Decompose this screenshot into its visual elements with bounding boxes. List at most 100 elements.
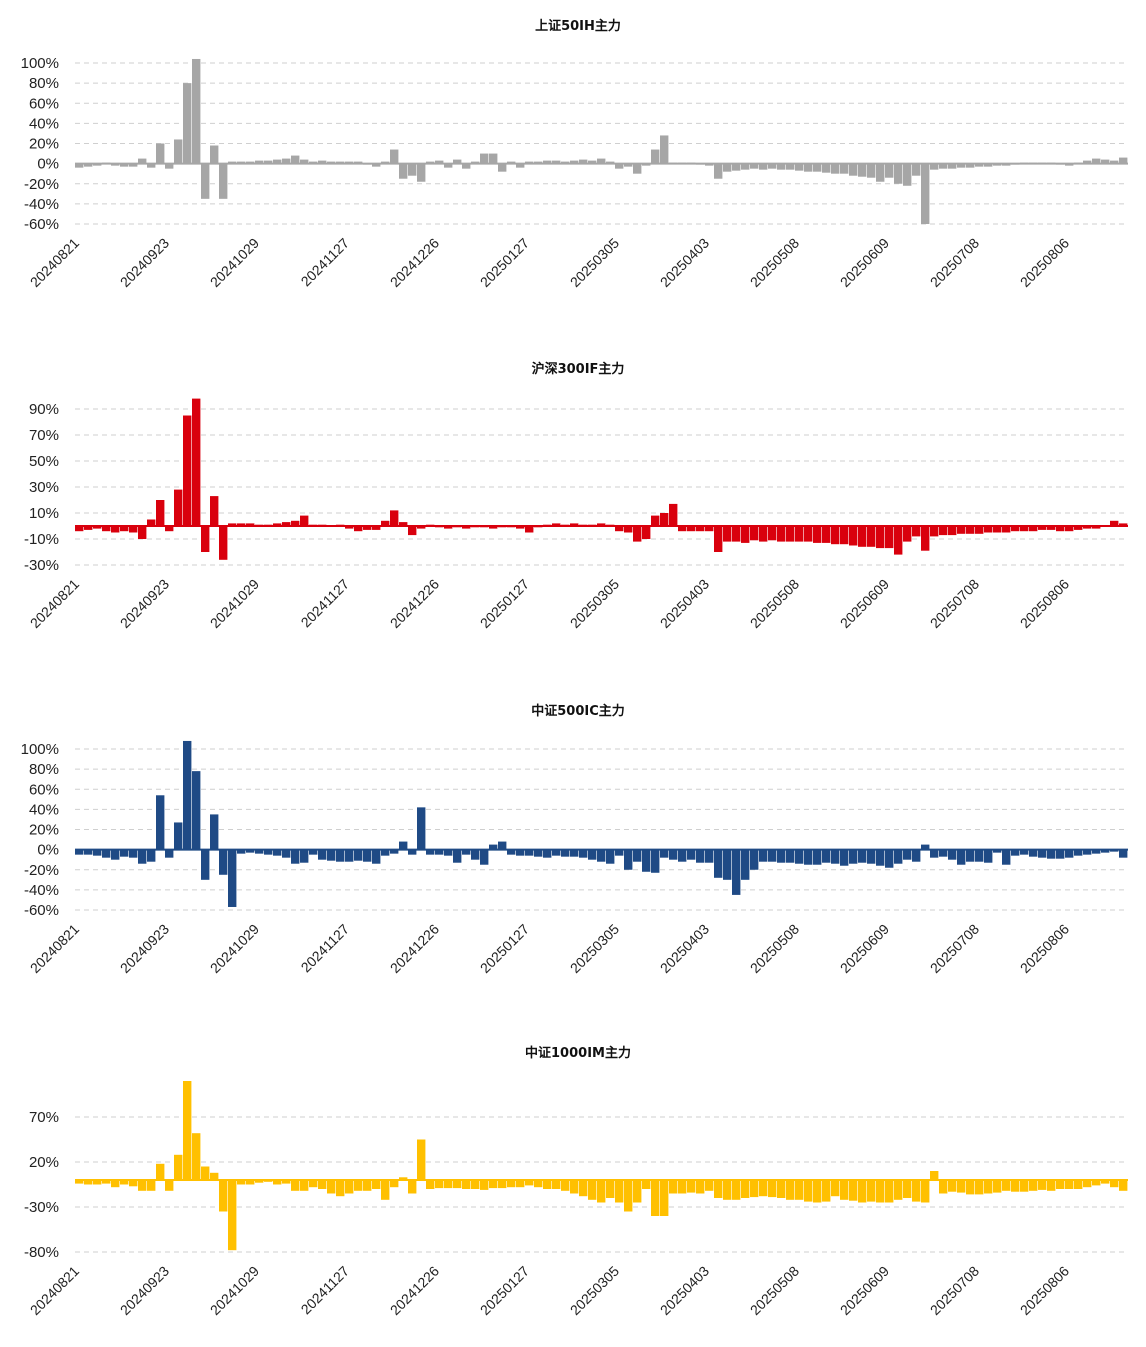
bar [246, 1180, 255, 1185]
bar [498, 841, 507, 850]
y-tick-label: 20% [29, 136, 59, 153]
bar [921, 163, 930, 224]
bar [597, 849, 606, 862]
bar [1083, 849, 1092, 855]
y-tick-label: -20% [24, 862, 59, 879]
bar [156, 143, 165, 164]
bar [1074, 849, 1083, 856]
bar [876, 526, 885, 549]
y-tick-label: 60% [29, 781, 59, 798]
x-tick-label: 20241029 [207, 235, 263, 291]
x-tick-label: 20250305 [567, 235, 623, 291]
bar [147, 519, 156, 526]
bar [822, 163, 831, 173]
bar [741, 1180, 750, 1198]
bar [831, 526, 840, 545]
bar [300, 1180, 309, 1191]
bar [291, 1180, 300, 1191]
x-tick-label: 20240821 [27, 576, 83, 632]
bar [858, 849, 867, 863]
bar [210, 145, 219, 164]
bar [570, 160, 579, 164]
chart-panel: 中证500IC主力 100% 80% 60% 40% 20% 0% -20% -40% -60% 2… [21, 703, 1128, 976]
bar [489, 153, 498, 164]
x-tick-label: 20250127 [477, 576, 533, 632]
bar [336, 849, 345, 862]
bar [885, 163, 894, 178]
bar [732, 526, 741, 542]
bar [876, 849, 885, 866]
y-tick-label: 70% [29, 1109, 59, 1126]
bar [1047, 849, 1056, 859]
bar [84, 163, 93, 167]
bar [1119, 157, 1128, 164]
y-tick-label: 20% [29, 822, 59, 839]
bar [660, 849, 669, 858]
bar [102, 526, 111, 532]
x-tick-label: 20240923 [117, 1263, 173, 1319]
bar [183, 1081, 192, 1180]
bar [939, 849, 948, 857]
bar [129, 526, 138, 533]
x-tick-label: 20250508 [747, 576, 803, 632]
bar [921, 526, 930, 551]
bar [264, 160, 273, 164]
x-tick-label: 20240923 [117, 921, 173, 977]
bar [219, 163, 228, 199]
bar [1002, 1180, 1011, 1191]
bar [786, 1180, 795, 1200]
bar [138, 1180, 147, 1191]
bar [732, 163, 741, 171]
bar [399, 163, 408, 179]
bar [831, 163, 840, 174]
bar [642, 163, 651, 166]
bar [534, 161, 543, 164]
bar [786, 849, 795, 863]
bar [507, 849, 516, 855]
x-tick-label: 20250508 [747, 921, 803, 977]
bar [219, 1180, 228, 1212]
bar [714, 1180, 723, 1198]
y-tick-label: -40% [24, 882, 59, 899]
bar [813, 163, 822, 172]
bar [192, 1133, 201, 1180]
bar [849, 849, 858, 864]
bar [525, 849, 534, 856]
bar [849, 1180, 858, 1201]
bar [291, 849, 300, 864]
bar [975, 163, 984, 167]
bar [1101, 1180, 1110, 1184]
bar [273, 849, 282, 856]
bar [1101, 159, 1110, 164]
bar [1110, 520, 1119, 526]
bar [687, 526, 696, 532]
bar [930, 849, 939, 858]
bar [354, 849, 363, 861]
bar [633, 526, 642, 542]
bar [597, 523, 606, 526]
bar [282, 158, 291, 164]
bar [615, 163, 624, 169]
bar [291, 520, 300, 526]
bar [777, 163, 786, 170]
x-tick-label: 20250403 [657, 576, 713, 632]
bar [1047, 526, 1056, 530]
bar [534, 1180, 543, 1188]
bar [1020, 849, 1029, 855]
x-tick-label: 20250806 [1017, 1263, 1073, 1319]
bar [1002, 849, 1011, 865]
bar [615, 526, 624, 532]
bar [1065, 849, 1074, 858]
bar [480, 1180, 489, 1190]
bar [777, 526, 786, 542]
bar [165, 526, 174, 532]
bar [174, 489, 183, 526]
bar [1083, 526, 1092, 529]
bar [588, 1180, 597, 1200]
bar [417, 163, 426, 182]
bar [210, 1172, 219, 1180]
x-tick-label: 20250806 [1017, 921, 1073, 977]
x-tick-label: 20250305 [567, 1263, 623, 1319]
bar [201, 163, 210, 199]
